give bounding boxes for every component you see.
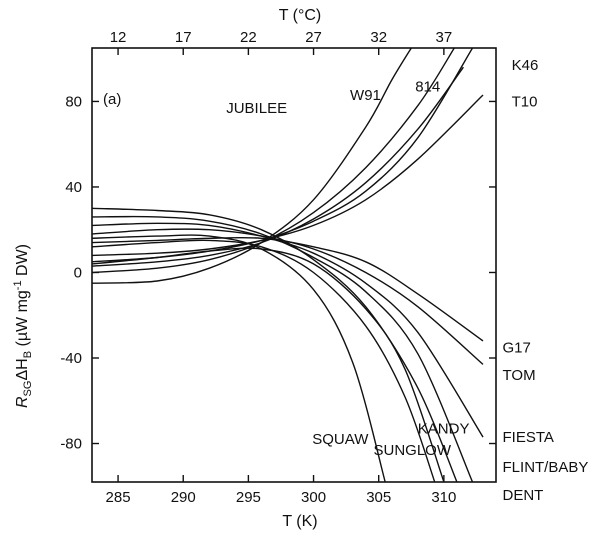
y-axis-title-mid: ΔH	[14, 358, 31, 380]
series-label-t10: T10	[512, 93, 538, 110]
series-label-g17: G17	[503, 339, 531, 356]
x2-tick-label: 27	[305, 29, 322, 46]
series-label-sunglow: SUNGLOW	[373, 442, 451, 459]
x2-tick-label: 12	[110, 29, 127, 46]
x2-axis-title: T (°C)	[279, 7, 322, 24]
series-label-kandy: KANDY	[418, 421, 470, 438]
ticks-layer	[92, 48, 496, 482]
x-tick-label: 295	[236, 489, 261, 506]
x-axis-title: T (K)	[282, 513, 317, 530]
y-tick-label: 0	[74, 264, 82, 281]
y-tick-label: 80	[65, 93, 82, 110]
x2-tick-label: 32	[370, 29, 387, 46]
y-axis-title-r: R	[14, 396, 31, 408]
series-line-t10	[92, 94, 484, 257]
series-line-squaw	[92, 234, 386, 482]
series-line-w91	[92, 48, 455, 274]
series-label-k46: K46	[512, 57, 539, 74]
panel-label: (a)	[103, 91, 121, 108]
series-line-fiesta	[92, 222, 484, 438]
series-line-dent	[92, 207, 458, 482]
y-axis-title-sup: -1	[12, 280, 24, 290]
series-label-fiesta: FIESTA	[503, 429, 554, 446]
y-axis-title-sub: SG	[22, 381, 34, 397]
series-line-tom	[92, 228, 484, 365]
labels-layer: 285 290 295 300 305 310 12 17 22 27 32 37 80 40 0 -40 -8…	[60, 29, 588, 506]
series-label-flint-baby: FLINT/BABY	[503, 459, 589, 476]
series-label-squaw: SQUAW	[312, 431, 369, 448]
x2-tick-label: 17	[175, 29, 192, 46]
series-label-w91: W91	[350, 87, 381, 104]
x2-tick-label: 22	[240, 29, 257, 46]
y-axis-title-end: DW)	[14, 244, 31, 280]
y-axis-title-sub2: B	[22, 351, 34, 358]
plot-frame	[91, 47, 497, 483]
series-label-tom: TOM	[503, 367, 536, 384]
series-label-jubilee: JUBILEE	[226, 100, 287, 117]
series-label-814: 814	[415, 78, 440, 95]
y-tick-label: 40	[65, 179, 82, 196]
y-axis-title-unit: (µW mg	[14, 290, 31, 351]
x2-tick-label: 37	[436, 29, 453, 46]
x-tick-label: 305	[366, 489, 391, 506]
x-tick-label: 310	[431, 489, 456, 506]
series-line-sunglow	[92, 247, 445, 482]
series-line-kandy	[92, 239, 436, 482]
y-tick-label: -80	[60, 436, 82, 453]
x-tick-label: 290	[171, 489, 196, 506]
x-tick-label: 285	[106, 489, 131, 506]
x-tick-label: 300	[301, 489, 326, 506]
curves-layer	[92, 48, 484, 482]
series-line-jubilee	[92, 48, 412, 284]
series-label-dent: DENT	[503, 487, 544, 504]
y-tick-label: -40	[60, 350, 82, 367]
y-axis-title: RSGΔHB (µW mg-1 DW)	[12, 244, 34, 408]
